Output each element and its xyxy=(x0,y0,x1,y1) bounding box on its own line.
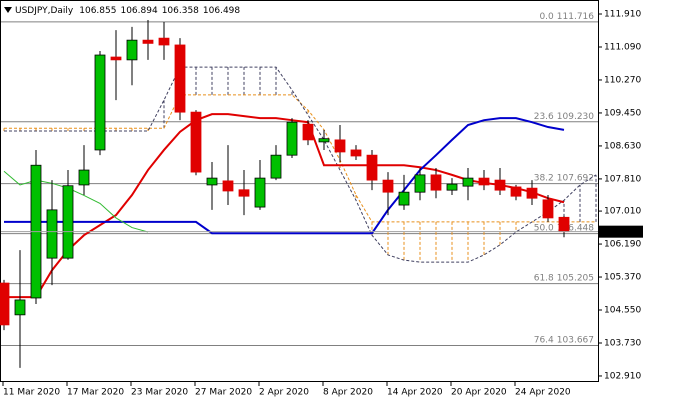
current-price-box xyxy=(599,225,643,238)
candle-body xyxy=(142,39,154,44)
cloud-span-a xyxy=(4,94,596,223)
candle-body xyxy=(542,199,554,219)
y-tick-label: 107.810 xyxy=(604,174,641,184)
indicator-line xyxy=(3,170,149,233)
y-tick-label: 104.550 xyxy=(604,306,641,316)
candle-body xyxy=(494,179,506,191)
y-tick-label: 106.190 xyxy=(604,240,641,250)
x-tick-label: 2 Apr 2020 xyxy=(259,388,309,398)
candle-body xyxy=(110,56,122,61)
candle-body xyxy=(558,216,570,233)
symbol-icon xyxy=(4,7,12,13)
candle-body xyxy=(254,177,266,208)
y-tick-label: 107.010 xyxy=(604,207,641,217)
candle-body xyxy=(318,138,330,143)
candle-body xyxy=(446,183,458,191)
fib-price: 103.667 xyxy=(557,335,594,345)
candle-body xyxy=(158,37,170,46)
fib-ratio: 50.0 xyxy=(534,223,554,233)
x-tick-label: 23 Mar 2020 xyxy=(131,388,188,398)
fib-label: 23.6 109.230 xyxy=(534,111,595,121)
y-tick-label: 111.090 xyxy=(604,42,641,52)
candle-body xyxy=(510,186,522,197)
candle-body xyxy=(94,54,106,151)
candle-body xyxy=(526,187,538,199)
x-tick-label: 20 Apr 2020 xyxy=(451,388,507,398)
candle-body xyxy=(0,282,10,326)
y-tick-label: 110.270 xyxy=(604,75,641,85)
fib-price: 107.692 xyxy=(557,173,594,183)
x-tick-label: 17 Mar 2020 xyxy=(67,388,124,398)
symbol: USDJPY,Daily xyxy=(15,6,74,16)
current-price-label: 106.498 xyxy=(604,227,641,237)
y-tick-label: 111.910 xyxy=(604,10,641,20)
candle-body xyxy=(350,149,362,157)
header: USDJPY,Daily 106.855 106.894 106.358 106.498 xyxy=(15,6,240,16)
candle-body xyxy=(46,209,58,259)
y-tick-label: 102.910 xyxy=(604,371,641,381)
candle-body xyxy=(382,179,394,193)
y-tick-label: 108.630 xyxy=(604,141,641,151)
y-tick-label: 109.450 xyxy=(604,108,641,118)
plot-frame xyxy=(0,0,599,382)
fib-price: 111.716 xyxy=(557,11,594,21)
x-tick-label: 11 Mar 2020 xyxy=(3,388,60,398)
fib-label: 76.4 103.667 xyxy=(534,335,594,345)
candle-body xyxy=(206,177,218,186)
candle-body xyxy=(366,154,378,181)
fib-price: 109.230 xyxy=(557,111,594,121)
fib-price: 106.448 xyxy=(557,223,594,233)
candle-body xyxy=(478,177,490,186)
candle-body xyxy=(190,111,202,173)
header-open: 106.855 xyxy=(79,6,116,16)
x-tick-label: 14 Apr 2020 xyxy=(387,388,443,398)
fib-ratio: 76.4 xyxy=(534,335,554,345)
candle-body xyxy=(462,177,474,187)
y-tick-label: 105.370 xyxy=(604,273,641,283)
candle-body xyxy=(302,123,314,141)
candle-body xyxy=(334,139,346,153)
candle-body xyxy=(174,44,186,113)
fib-ratio: 38.2 xyxy=(534,173,554,183)
candle-body xyxy=(270,154,282,179)
candle-body xyxy=(62,185,74,259)
header-high: 106.894 xyxy=(120,6,157,16)
candle-body xyxy=(222,180,234,192)
fib-label: 38.2 107.692 xyxy=(534,173,594,183)
candle-body xyxy=(286,121,298,156)
x-tick-label: 8 Apr 2020 xyxy=(323,388,373,398)
fib-label: 0.0 111.716 xyxy=(539,11,594,21)
candle-body xyxy=(238,189,250,197)
fib-price: 105.205 xyxy=(557,273,594,283)
candle-body xyxy=(78,169,90,186)
candle-body xyxy=(14,299,26,316)
fib-ratio: 23.6 xyxy=(534,111,554,121)
fib-ratio: 0.0 xyxy=(539,11,554,21)
cloud-span-b xyxy=(4,66,597,263)
x-tick-label: 27 Mar 2020 xyxy=(195,388,252,398)
indicator-line xyxy=(4,117,565,235)
candle-body xyxy=(430,174,442,191)
header-close: 106.498 xyxy=(203,6,240,16)
x-tick-label: 24 Apr 2020 xyxy=(515,388,571,398)
fib-ratio: 61.8 xyxy=(534,273,554,283)
candle-body xyxy=(126,39,138,61)
y-tick-label: 103.730 xyxy=(604,338,641,348)
candle-body xyxy=(398,191,410,206)
fib-label: 61.8 105.205 xyxy=(534,273,594,283)
header-low: 106.358 xyxy=(162,6,199,16)
candle-body xyxy=(414,174,426,193)
fib-label: 50.0 106.448 xyxy=(534,223,595,233)
